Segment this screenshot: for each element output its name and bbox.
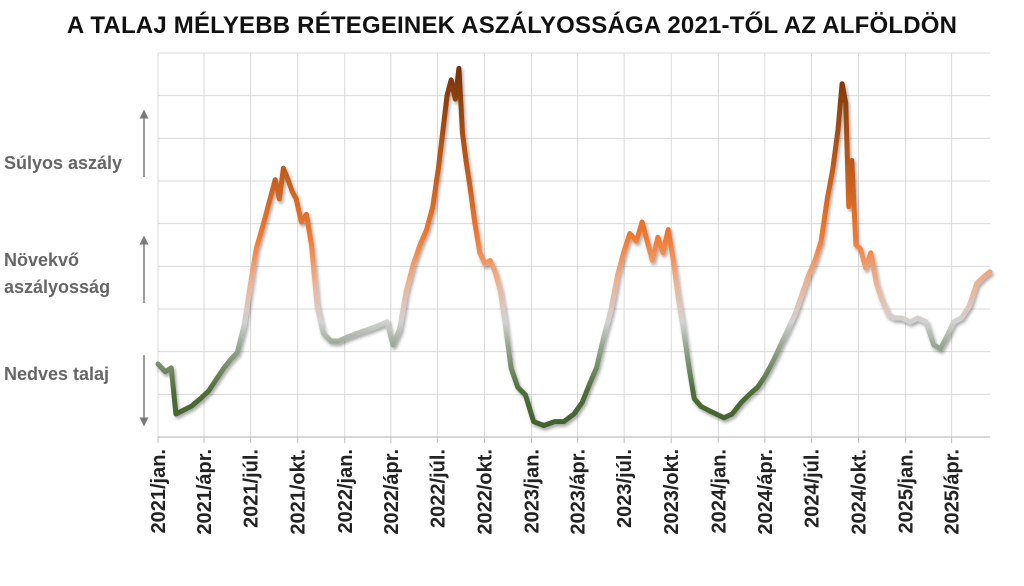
- x-tick-label: 2024/jan.: [708, 449, 730, 534]
- x-tick-label: 2025/jan.: [896, 449, 918, 534]
- x-tick-label: 2024/júl.: [801, 449, 823, 528]
- x-tick-label: 2024/okt.: [848, 449, 870, 535]
- gridlines: [157, 52, 990, 438]
- x-tick-label: 2021/okt.: [288, 449, 310, 535]
- x-tick-label: 2025/ápr.: [942, 449, 964, 535]
- x-tick-label: 2023/júl.: [614, 449, 636, 528]
- x-axis: [157, 436, 990, 443]
- level-label-growing: Növekvő aszályosság: [4, 250, 111, 297]
- x-tick-label: 2022/jan.: [335, 449, 357, 534]
- x-tick-label: 2022/júl.: [427, 449, 449, 528]
- x-tick-label: 2021/ápr.: [194, 449, 216, 535]
- x-tick-label: 2024/ápr.: [755, 449, 777, 535]
- x-tick-label: 2023/ápr.: [568, 449, 590, 535]
- x-tick-label: 2021/júl.: [241, 449, 263, 528]
- series-layer: [155, 65, 993, 428]
- level-label-severe: Súlyos aszály: [4, 153, 123, 173]
- level-label-wet: Nedves talaj: [4, 364, 110, 384]
- x-tick-label: 2022/okt.: [474, 449, 496, 535]
- series-line: [155, 65, 993, 428]
- x-tick-label: 2023/okt.: [661, 449, 683, 535]
- x-tick-labels: 2021/jan. 2021/ápr. 2021/júl. 2021/okt. 2022…: [148, 449, 964, 535]
- chart-title: A TALAJ MÉLYEBB RÉTEGEINEK ASZÁLYOSSÁGA …: [66, 12, 958, 39]
- x-tick-label: 2023/jan.: [522, 449, 544, 534]
- x-tick-label: 2021/jan.: [148, 449, 170, 534]
- x-tick-label: 2022/ápr.: [381, 449, 403, 535]
